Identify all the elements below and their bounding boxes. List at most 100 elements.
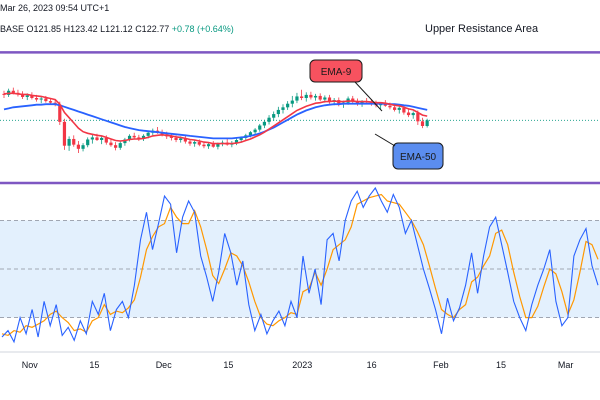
ohlc-change: +0.78 (+0.64%) bbox=[171, 24, 234, 34]
candle-body bbox=[86, 139, 90, 146]
candle-body bbox=[211, 144, 215, 147]
candle-body bbox=[393, 107, 397, 110]
ohlc-close: C122.77 bbox=[135, 24, 170, 34]
candle-body bbox=[188, 141, 192, 144]
candle-body bbox=[262, 121, 266, 126]
candle-body bbox=[39, 98, 43, 100]
candle-body bbox=[34, 98, 39, 100]
ema9-pointer bbox=[354, 81, 383, 112]
symbol-suffix: BASE bbox=[0, 24, 25, 34]
candle-body bbox=[95, 137, 99, 140]
candle-body bbox=[21, 94, 25, 97]
candle-body bbox=[58, 104, 62, 122]
candle-body bbox=[193, 142, 197, 144]
candle-body bbox=[351, 98, 355, 102]
candle-body bbox=[258, 125, 262, 130]
x-tick-label: Dec bbox=[156, 360, 173, 370]
candle-body bbox=[309, 94, 313, 98]
candle-body bbox=[62, 121, 67, 146]
ema50-label: EMA-50 bbox=[374, 133, 444, 170]
candle-body bbox=[267, 117, 271, 122]
candle-body bbox=[281, 107, 285, 110]
chart-header: Mar 26, 2023 09:54 UTC+1 bbox=[0, 0, 600, 14]
ohlc-open: O121.85 bbox=[26, 24, 62, 34]
candle-body bbox=[2, 93, 6, 95]
candle-body bbox=[44, 98, 48, 102]
candle-body bbox=[388, 105, 392, 108]
candle-body bbox=[420, 121, 425, 126]
candle-body bbox=[141, 135, 146, 139]
candle-body bbox=[300, 96, 304, 98]
candle-body bbox=[234, 140, 239, 144]
ohlc-high: H123.42 bbox=[63, 24, 98, 34]
ema9-label: EMA-9 bbox=[309, 59, 383, 112]
candle-body bbox=[76, 144, 80, 149]
candle-body bbox=[146, 132, 150, 136]
stochastic-k-line bbox=[1, 186, 599, 344]
candle-body bbox=[202, 144, 206, 147]
ema50-label-box bbox=[392, 142, 444, 170]
candle-body bbox=[11, 90, 15, 93]
candle-body bbox=[295, 96, 299, 101]
candle-body bbox=[239, 137, 243, 140]
candle-body bbox=[406, 112, 411, 116]
ema50-pointer bbox=[374, 133, 396, 147]
candle-body bbox=[30, 95, 34, 98]
ema50-label-text: EMA-50 bbox=[400, 152, 437, 163]
candle-body bbox=[411, 113, 415, 116]
x-tick-label: 15 bbox=[496, 360, 506, 370]
stochastic-pane bbox=[0, 186, 600, 344]
candle-body bbox=[304, 94, 308, 98]
x-tick-label: 16 bbox=[367, 360, 377, 370]
candle-body bbox=[323, 97, 327, 100]
candle-body bbox=[425, 120, 429, 126]
candle-body bbox=[397, 107, 401, 110]
candle-body bbox=[127, 135, 132, 140]
x-tick-label: 2023 bbox=[292, 360, 312, 370]
candle-body bbox=[104, 137, 108, 143]
candle-body bbox=[355, 101, 359, 104]
candle-body bbox=[25, 95, 29, 97]
candle-body bbox=[272, 114, 276, 118]
candle-body bbox=[48, 101, 53, 103]
candle-body bbox=[197, 142, 201, 145]
candle-body bbox=[114, 145, 118, 148]
candle-body bbox=[174, 137, 178, 140]
candle-body bbox=[318, 95, 322, 100]
ohlc-low: L121.12 bbox=[100, 24, 133, 34]
candle-body bbox=[67, 138, 71, 146]
candle-body bbox=[416, 113, 420, 122]
candle-body bbox=[327, 97, 332, 102]
ohlc-readout: BASE O121.85 H123.42 L121.12 C122.77 +0.… bbox=[0, 24, 234, 34]
candle-body bbox=[276, 109, 280, 115]
candle-body bbox=[216, 143, 220, 147]
candle-body bbox=[179, 138, 183, 140]
x-axis: Nov 15 Dec 15 2023 16 Feb 15 Mar bbox=[0, 351, 600, 370]
candle-body bbox=[169, 136, 173, 138]
candle-body bbox=[286, 103, 290, 108]
x-tick-label: Mar bbox=[558, 360, 574, 370]
candle-body bbox=[90, 137, 94, 140]
annotations: Upper Resistance Area EMA-9 EMA-50 bbox=[309, 23, 539, 170]
timestamp: Mar 26, 2023 09:54 UTC+1 bbox=[0, 3, 110, 13]
ema9-label-text: EMA-9 bbox=[321, 67, 352, 78]
candle-body bbox=[118, 143, 122, 148]
x-tick-label: Nov bbox=[22, 360, 39, 370]
candle-body bbox=[100, 137, 104, 140]
candle-body bbox=[207, 144, 211, 147]
candle-body bbox=[402, 107, 406, 113]
x-tick-label: Feb bbox=[433, 360, 449, 370]
candle-body bbox=[290, 100, 294, 104]
upper-resistance-label: Upper Resistance Area bbox=[425, 23, 539, 35]
ema9-line bbox=[3, 92, 428, 145]
candle-body bbox=[137, 137, 141, 139]
x-tick-label: 15 bbox=[223, 360, 233, 370]
candle-body bbox=[81, 145, 85, 149]
candle-body bbox=[313, 95, 318, 98]
candle-body bbox=[253, 129, 257, 133]
candle-body bbox=[248, 132, 253, 136]
x-tick-label: 15 bbox=[89, 360, 99, 370]
candle-body bbox=[183, 138, 187, 142]
